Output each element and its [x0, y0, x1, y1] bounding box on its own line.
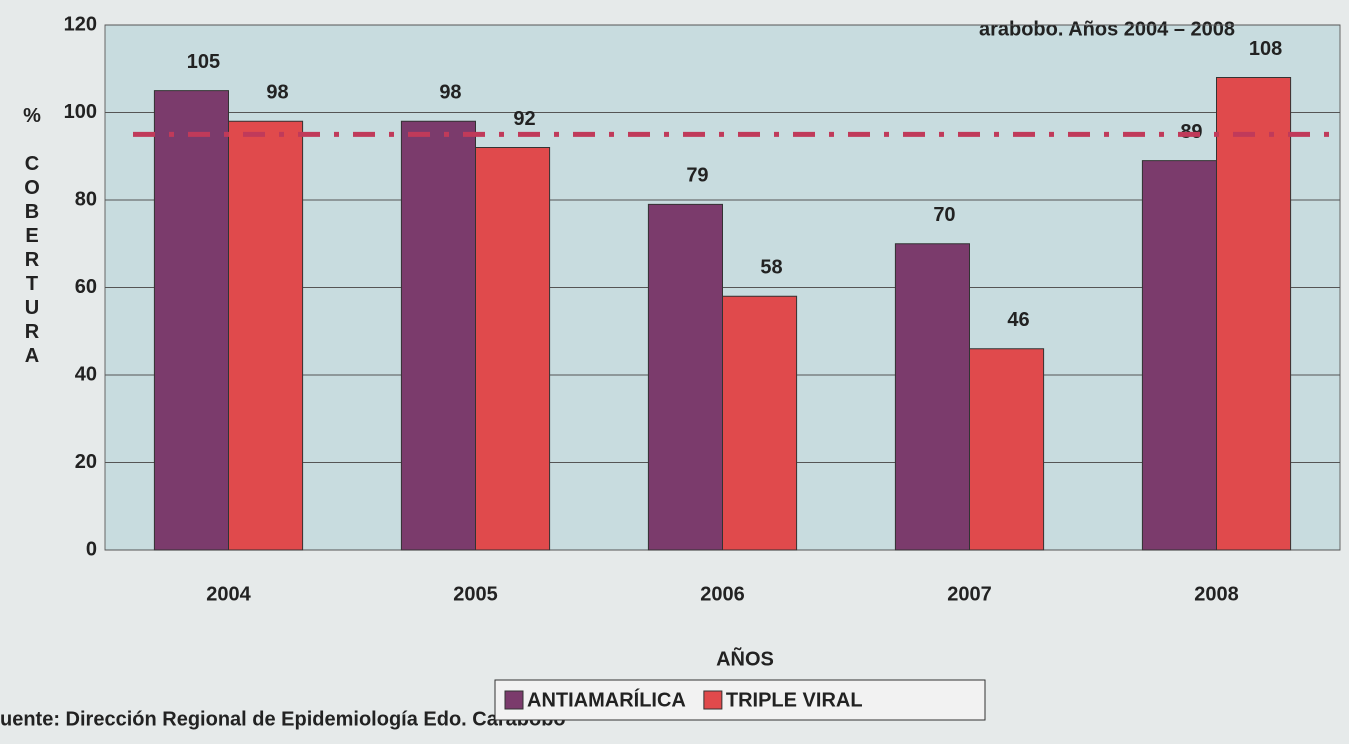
y-tick-label: 60 — [75, 276, 97, 298]
data-label: 79 — [686, 165, 708, 187]
bar — [894, 243, 971, 551]
y-tick-label: 100 — [64, 101, 97, 123]
x-tick-label: 2006 — [700, 583, 745, 605]
y-tick-label: 40 — [75, 363, 97, 385]
legend-label: ANTIAMARÍLICA — [527, 688, 686, 711]
legend-swatch — [504, 690, 524, 710]
y-axis-label: % COBERTURA — [21, 105, 43, 369]
bar — [153, 90, 229, 551]
data-label: 92 — [513, 108, 535, 130]
legend-box — [494, 679, 986, 721]
y-tick-label: 20 — [75, 451, 97, 473]
bar — [969, 348, 1045, 551]
bar — [647, 203, 724, 551]
y-tick-label: 80 — [75, 188, 97, 210]
source-note: uente: Dirección Regional de Epidemiolog… — [0, 708, 566, 730]
legend-swatch — [703, 690, 723, 710]
data-label: 70 — [933, 204, 955, 226]
data-label: 108 — [1249, 38, 1282, 60]
x-tick-label: 2007 — [947, 583, 992, 605]
y-tick-label: 120 — [64, 13, 97, 35]
data-label: 46 — [1007, 309, 1029, 331]
bar — [722, 295, 798, 551]
bar — [400, 120, 476, 551]
data-label: 98 — [266, 82, 288, 104]
chart-title: arabobo. Años 2004 – 2008 — [979, 18, 1235, 40]
x-tick-label: 2008 — [1194, 583, 1239, 605]
bar — [1141, 160, 1218, 551]
data-label: 58 — [760, 257, 782, 279]
x-axis-label: AÑOS — [716, 647, 774, 670]
bar — [1216, 77, 1292, 551]
x-tick-label: 2004 — [206, 583, 251, 605]
x-tick-label: 2005 — [453, 583, 498, 605]
data-label: 98 — [439, 82, 461, 104]
bar — [475, 147, 551, 551]
legend-label: TRIPLE VIRAL — [726, 689, 863, 711]
y-tick-label: 0 — [86, 538, 97, 560]
bar — [228, 120, 304, 551]
data-label: 105 — [187, 51, 220, 73]
